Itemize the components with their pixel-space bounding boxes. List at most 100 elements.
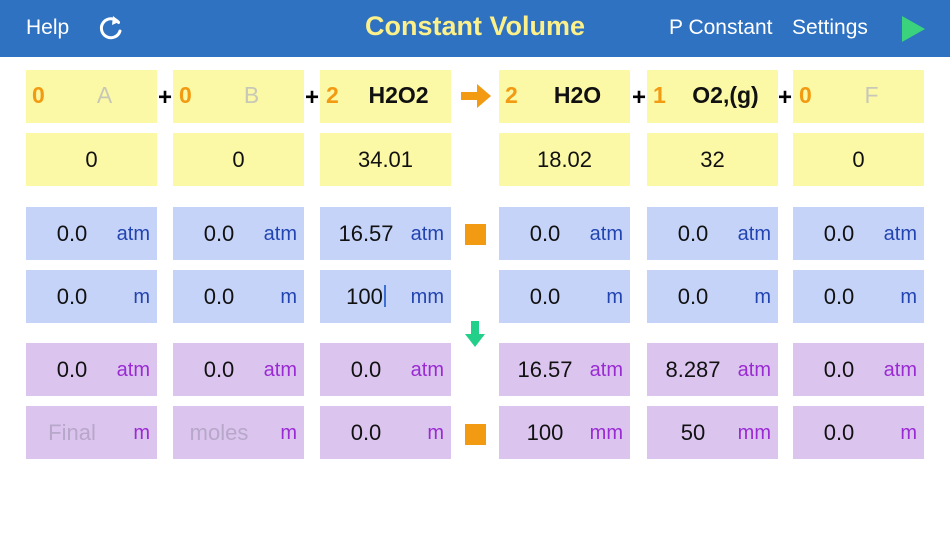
molar-mass-b[interactable]: 0 <box>232 147 245 172</box>
refresh-icon[interactable] <box>98 13 126 48</box>
species-name-d[interactable]: H2O <box>553 82 602 108</box>
unit-label[interactable]: atm <box>589 223 623 245</box>
unit-label[interactable]: atm <box>883 223 917 245</box>
unit-label[interactable]: mm <box>737 422 771 444</box>
initial-pressure-value[interactable]: 16.57 <box>338 221 394 246</box>
initial-pressure-cell-a[interactable]: 0.0 atm <box>26 207 157 260</box>
final-pressure-cell-b[interactable]: 0.0 atm <box>173 343 304 396</box>
final-amount-cell-b[interactable]: moles m <box>173 406 304 459</box>
species-cell-c[interactable]: 2 H2O2 <box>320 70 451 123</box>
initial-pressure-value[interactable]: 0.0 <box>56 221 88 246</box>
final-amount-cell-c[interactable]: 0.0 m <box>320 406 451 459</box>
species-cell-e[interactable]: 1 O2,(g) <box>647 70 778 123</box>
unit-label[interactable]: atm <box>737 223 771 245</box>
initial-amount-value[interactable]: 100 <box>320 284 412 310</box>
final-amount-value: 50 <box>680 420 706 445</box>
species-name-a[interactable]: A <box>96 82 113 108</box>
final-pressure-cell-a[interactable]: 0.0 atm <box>26 343 157 396</box>
unit-label[interactable]: atm <box>737 359 771 381</box>
settings-button[interactable]: Settings <box>792 16 868 39</box>
species-cell-a[interactable]: 0 A <box>26 70 157 123</box>
species-name-e[interactable]: O2,(g) <box>692 82 759 108</box>
unit-label[interactable]: m <box>900 422 917 444</box>
stop-square-icon[interactable] <box>465 424 486 450</box>
species-cell-f[interactable]: 0 F <box>793 70 924 123</box>
final-pressure-cell-e[interactable]: 8.287 atm <box>647 343 778 396</box>
play-icon[interactable] <box>901 16 925 47</box>
help-button[interactable]: Help <box>26 16 70 39</box>
final-pressure-cell-f[interactable]: 0.0 atm <box>793 343 924 396</box>
initial-pressure-cell-b[interactable]: 0.0 atm <box>173 207 304 260</box>
arrow-down-icon[interactable] <box>465 321 485 352</box>
final-pressure-cell-d[interactable]: 16.57 atm <box>499 343 630 396</box>
unit-label[interactable]: mm <box>589 422 623 444</box>
molar-mass-d[interactable]: 18.02 <box>536 147 593 172</box>
initial-amount-cell-d[interactable]: 0.0 m <box>499 270 630 323</box>
coefficient-d[interactable]: 2 <box>505 82 518 108</box>
stop-square-icon[interactable] <box>465 224 486 250</box>
unit-label[interactable]: atm <box>263 359 297 381</box>
initial-pressure-value[interactable]: 0.0 <box>203 221 235 246</box>
initial-pressure-cell-c[interactable]: 16.57 atm <box>320 207 451 260</box>
final-amount-cell-e[interactable]: 50 mm <box>647 406 778 459</box>
unit-label[interactable]: m <box>427 422 444 444</box>
initial-amount-cell-c[interactable]: 100 mm <box>320 270 451 323</box>
unit-label[interactable]: m <box>280 286 297 308</box>
initial-amount-cell-f[interactable]: 0.0 m <box>793 270 924 323</box>
initial-pressure-value[interactable]: 0.0 <box>823 221 855 246</box>
species-cell-b[interactable]: 0 B <box>173 70 304 123</box>
unit-label[interactable]: atm <box>589 359 623 381</box>
unit-label[interactable]: atm <box>116 359 150 381</box>
unit-label[interactable]: atm <box>410 223 444 245</box>
species-name-b[interactable]: B <box>243 82 260 108</box>
molar-mass-cell-e[interactable]: 32 <box>647 133 778 186</box>
final-pressure-cell-c[interactable]: 0.0 atm <box>320 343 451 396</box>
initial-amount-value[interactable]: 0.0 <box>529 284 561 309</box>
species-name-f[interactable]: F <box>864 82 879 108</box>
initial-amount-value[interactable]: 0.0 <box>823 284 855 309</box>
initial-amount-cell-e[interactable]: 0.0 m <box>647 270 778 323</box>
unit-label[interactable]: m <box>133 286 150 308</box>
molar-mass-cell-c[interactable]: 34.01 <box>320 133 451 186</box>
unit-label[interactable]: atm <box>116 223 150 245</box>
coefficient-f[interactable]: 0 <box>799 82 812 108</box>
unit-label[interactable]: m <box>606 286 623 308</box>
unit-label[interactable]: atm <box>883 359 917 381</box>
molar-mass-cell-a[interactable]: 0 <box>26 133 157 186</box>
unit-label[interactable]: mm <box>410 286 444 308</box>
unit-label[interactable]: m <box>133 422 150 444</box>
final-amount-cell-d[interactable]: 100 mm <box>499 406 630 459</box>
molar-mass-e[interactable]: 32 <box>700 147 725 172</box>
molar-mass-a[interactable]: 0 <box>85 147 98 172</box>
species-name-c[interactable]: H2O2 <box>368 82 429 108</box>
coefficient-a[interactable]: 0 <box>32 82 45 108</box>
coefficient-c[interactable]: 2 <box>326 82 339 108</box>
initial-pressure-value[interactable]: 0.0 <box>529 221 561 246</box>
species-cell-d[interactable]: 2 H2O <box>499 70 630 123</box>
unit-label[interactable]: atm <box>410 359 444 381</box>
unit-label[interactable]: m <box>280 422 297 444</box>
final-amount-cell-a[interactable]: Final m <box>26 406 157 459</box>
molar-mass-cell-b[interactable]: 0 <box>173 133 304 186</box>
initial-pressure-value[interactable]: 0.0 <box>677 221 709 246</box>
molar-mass-cell-f[interactable]: 0 <box>793 133 924 186</box>
molar-mass-f[interactable]: 0 <box>852 147 865 172</box>
coefficient-b[interactable]: 0 <box>179 82 192 108</box>
unit-label[interactable]: atm <box>263 223 297 245</box>
final-amount-cell-f[interactable]: 0.0 m <box>793 406 924 459</box>
final-pressure-value: 0.0 <box>823 357 855 382</box>
initial-amount-value[interactable]: 0.0 <box>203 284 235 309</box>
p-constant-button[interactable]: P Constant <box>669 16 773 39</box>
unit-label[interactable]: m <box>900 286 917 308</box>
initial-pressure-cell-d[interactable]: 0.0 atm <box>499 207 630 260</box>
initial-amount-cell-a[interactable]: 0.0 m <box>26 270 157 323</box>
unit-label[interactable]: m <box>754 286 771 308</box>
initial-amount-cell-b[interactable]: 0.0 m <box>173 270 304 323</box>
initial-pressure-cell-e[interactable]: 0.0 atm <box>647 207 778 260</box>
coefficient-e[interactable]: 1 <box>653 82 666 108</box>
initial-amount-value[interactable]: 0.0 <box>56 284 88 309</box>
molar-mass-c[interactable]: 34.01 <box>357 147 414 172</box>
initial-amount-value[interactable]: 0.0 <box>677 284 709 309</box>
molar-mass-cell-d[interactable]: 18.02 <box>499 133 630 186</box>
initial-pressure-cell-f[interactable]: 0.0 atm <box>793 207 924 260</box>
